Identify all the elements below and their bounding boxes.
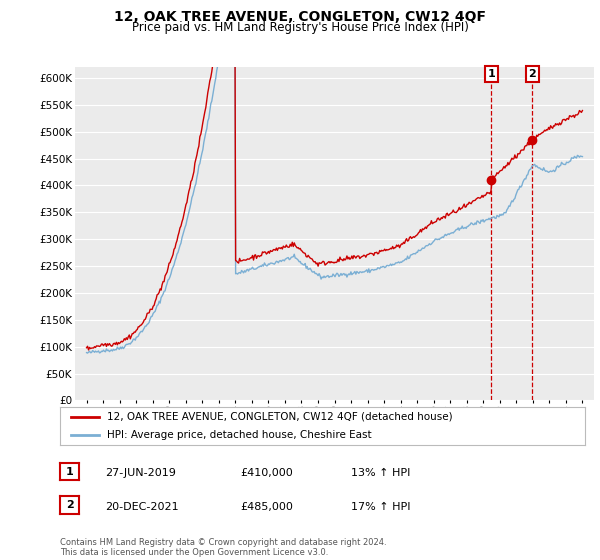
Text: HPI: Average price, detached house, Cheshire East: HPI: Average price, detached house, Ches…: [107, 430, 372, 440]
Text: 27-JUN-2019: 27-JUN-2019: [105, 468, 176, 478]
Text: 2: 2: [529, 69, 536, 79]
Text: 20-DEC-2021: 20-DEC-2021: [105, 502, 179, 512]
Text: 1: 1: [66, 466, 73, 477]
Text: 12, OAK TREE AVENUE, CONGLETON, CW12 4QF (detached house): 12, OAK TREE AVENUE, CONGLETON, CW12 4QF…: [107, 412, 453, 422]
Text: Price paid vs. HM Land Registry's House Price Index (HPI): Price paid vs. HM Land Registry's House …: [131, 21, 469, 34]
Text: 13% ↑ HPI: 13% ↑ HPI: [351, 468, 410, 478]
Text: Contains HM Land Registry data © Crown copyright and database right 2024.
This d: Contains HM Land Registry data © Crown c…: [60, 538, 386, 557]
Text: 2: 2: [66, 500, 73, 510]
Text: 17% ↑ HPI: 17% ↑ HPI: [351, 502, 410, 512]
Text: 12, OAK TREE AVENUE, CONGLETON, CW12 4QF: 12, OAK TREE AVENUE, CONGLETON, CW12 4QF: [114, 10, 486, 24]
Text: 1: 1: [487, 69, 495, 79]
Text: £485,000: £485,000: [240, 502, 293, 512]
Text: £410,000: £410,000: [240, 468, 293, 478]
